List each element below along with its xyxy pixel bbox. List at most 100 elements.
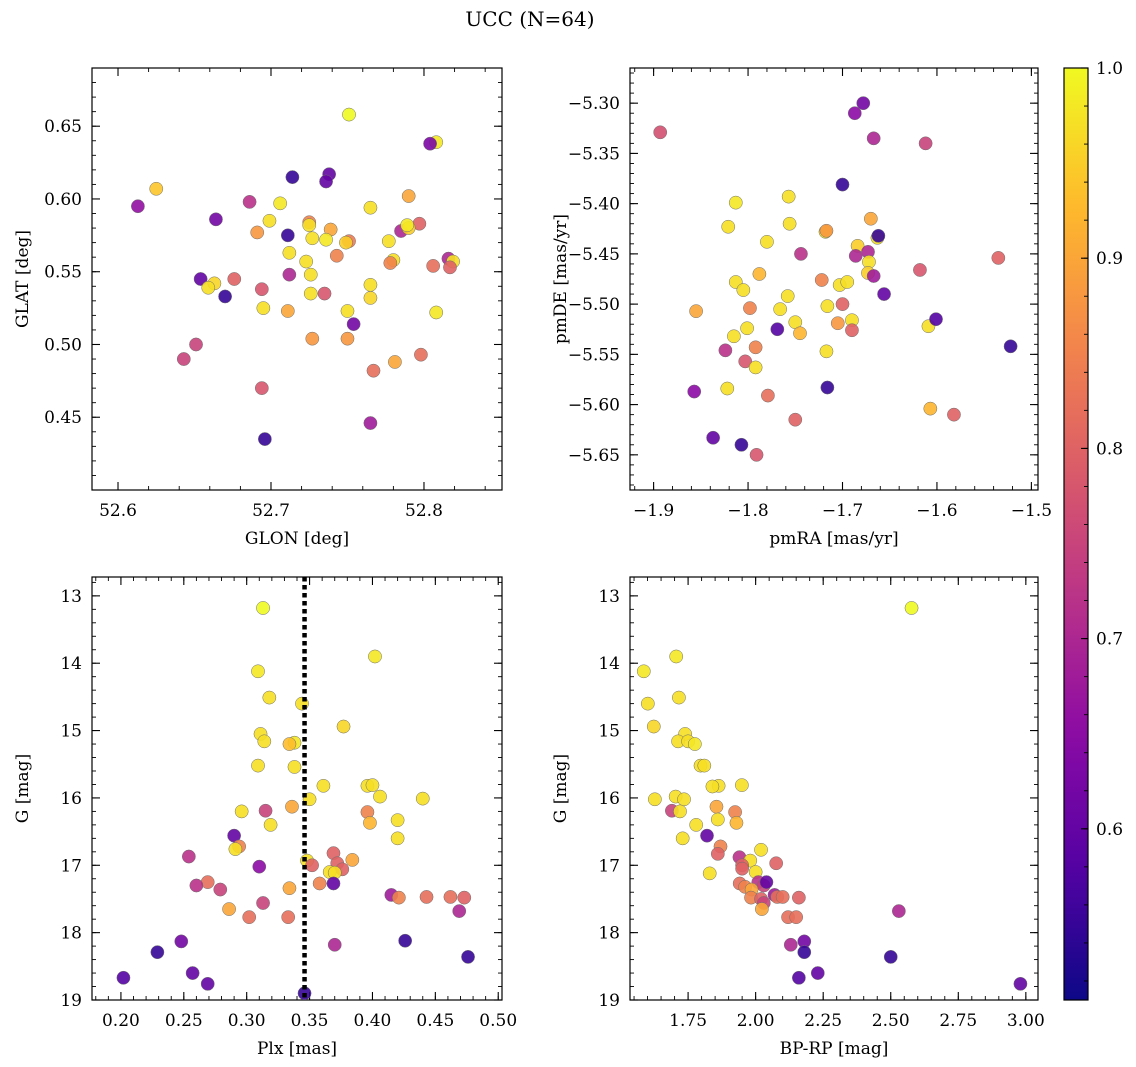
y-tick-label: 0.55 xyxy=(44,263,82,283)
data-point xyxy=(788,412,803,427)
data-point xyxy=(636,664,651,679)
data-point xyxy=(991,251,1006,265)
data-point xyxy=(280,228,295,243)
data-point xyxy=(734,437,749,452)
scatter-panels: 52.6 52.7 52.8 0.45 0.50 0.55 0.60 0.65 GLON [de… xyxy=(13,67,1052,1059)
y-tick-label: 19 xyxy=(598,991,620,1011)
data-point xyxy=(401,189,416,203)
data-point xyxy=(392,890,406,905)
data-point xyxy=(363,416,378,430)
x-tick-label: 0.40 xyxy=(354,1011,392,1031)
x-tick-label: 0.20 xyxy=(102,1011,140,1031)
data-point xyxy=(740,321,754,336)
data-point xyxy=(819,223,834,238)
data-point xyxy=(883,950,898,964)
data-point xyxy=(213,882,228,897)
panel-glon-glat: 52.6 52.7 52.8 0.45 0.50 0.55 0.60 0.65 GLON [de… xyxy=(13,67,503,549)
data-point xyxy=(669,649,684,664)
data-point xyxy=(319,174,333,189)
data-point xyxy=(258,432,272,446)
data-point xyxy=(388,355,402,369)
data-point xyxy=(706,430,720,445)
y-tick-label: 15 xyxy=(60,722,82,742)
x-tick-label: −1.5 xyxy=(1011,501,1052,521)
data-point xyxy=(251,664,265,679)
data-point xyxy=(256,601,270,615)
y-tick-label: 17 xyxy=(60,856,82,876)
y-axis-label: pmDE [mas/yr] xyxy=(551,214,571,344)
y-tick-label: 18 xyxy=(60,924,82,944)
data-point xyxy=(794,247,808,261)
data-point xyxy=(263,818,278,832)
data-point xyxy=(866,131,881,146)
x-tick-label: −1.6 xyxy=(916,501,957,521)
data-point xyxy=(299,254,314,269)
data-point xyxy=(797,945,812,960)
data-point xyxy=(423,136,437,151)
data-point xyxy=(443,260,457,275)
data-point xyxy=(346,317,361,331)
y-tick-label: 0.60 xyxy=(44,190,82,210)
data-point xyxy=(242,195,257,209)
data-point xyxy=(390,831,405,846)
colorbar-tick-label: 0.9 xyxy=(1096,249,1123,269)
data-point xyxy=(150,945,165,960)
data-point xyxy=(312,876,327,891)
x-tick-label: 0.45 xyxy=(416,1011,454,1031)
data-point xyxy=(702,866,717,881)
data-point xyxy=(257,734,272,749)
data-point xyxy=(193,272,208,286)
data-point xyxy=(773,302,788,316)
data-point xyxy=(710,812,725,827)
data-point xyxy=(254,381,269,395)
data-point xyxy=(116,970,131,985)
y-tick-label: 16 xyxy=(598,789,620,809)
y-axis-label: G [mag] xyxy=(551,754,571,823)
data-point xyxy=(383,256,398,270)
data-point xyxy=(285,799,299,814)
data-point xyxy=(281,910,296,925)
data-point xyxy=(918,136,933,151)
data-point xyxy=(373,789,387,804)
y-tick-label: −5.55 xyxy=(568,345,620,365)
x-tick-label: 0.50 xyxy=(479,1011,517,1031)
data-point xyxy=(262,213,277,228)
data-point xyxy=(792,970,806,985)
data-point xyxy=(738,354,753,369)
data-point xyxy=(414,347,428,362)
data-point xyxy=(303,286,318,301)
data-point xyxy=(759,875,774,889)
data-point xyxy=(835,177,850,192)
x-axis-label: BP-RP [mag] xyxy=(780,1039,889,1059)
data-point xyxy=(727,329,741,344)
data-point xyxy=(222,902,236,916)
data-point xyxy=(877,287,891,301)
panel-plx-g: 0.20 0.25 0.30 0.35 0.40 0.45 0.50 13 14 15 16 17 18… xyxy=(13,576,517,1059)
data-point xyxy=(721,219,736,234)
data-point xyxy=(254,282,269,297)
y-axis-label: G [mag] xyxy=(13,754,33,823)
data-point xyxy=(847,106,862,121)
data-point xyxy=(273,196,288,211)
data-point xyxy=(345,853,360,867)
data-point xyxy=(282,881,297,896)
x-tick-label: 3.00 xyxy=(1007,1011,1045,1031)
x-tick-label: −1.8 xyxy=(727,501,768,521)
data-point xyxy=(227,272,242,286)
data-point xyxy=(256,301,271,315)
x-tick-label: 52.6 xyxy=(99,501,137,521)
data-point xyxy=(189,337,203,352)
y-tick-label: 15 xyxy=(598,722,620,742)
axes-frame xyxy=(91,67,503,491)
data-point xyxy=(400,218,414,233)
y-tick-label: −5.65 xyxy=(568,446,620,466)
y-tick-label: 16 xyxy=(60,789,82,809)
data-point xyxy=(429,305,444,320)
y-tick-label: 0.50 xyxy=(44,335,82,355)
data-point xyxy=(363,816,377,830)
data-point xyxy=(327,937,342,952)
axes-frame xyxy=(629,576,1039,1001)
data-point xyxy=(366,363,381,378)
data-point xyxy=(871,228,886,243)
y-tick-label: 17 xyxy=(598,856,620,876)
